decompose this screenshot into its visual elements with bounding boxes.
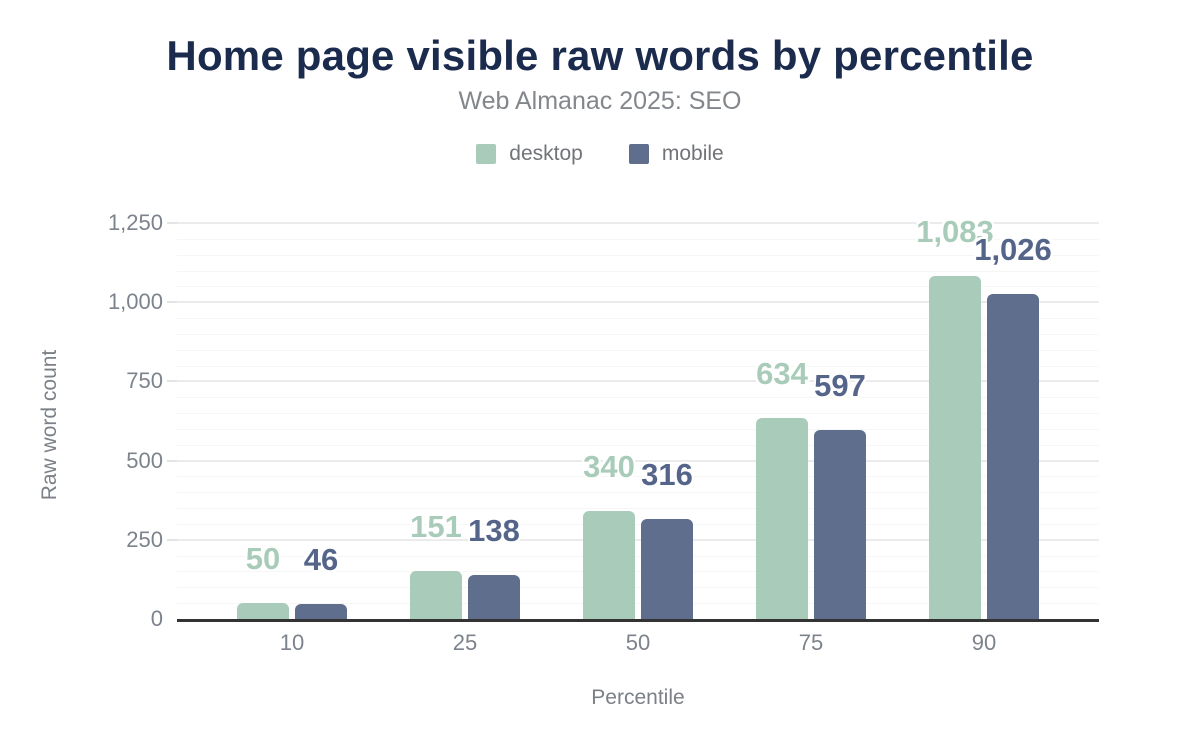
gridline-minor-100 [177,587,1099,589]
gridline-minor-450 [177,476,1099,478]
plot-area: 50 46 151 138 340 316 634 597 1,083 1,026 [177,214,1099,619]
gridline-minor-1050 [177,286,1099,288]
bar-mobile-p90[interactable] [987,293,1039,619]
y-tick-label-1000: 1,000 [107,289,163,315]
gridline-minor-550 [177,444,1099,446]
gridline-minor-200 [177,555,1099,557]
gridline-minor-300 [177,523,1099,525]
y-tick-mark-1250 [167,222,177,224]
gridline-major-1250 [177,222,1099,224]
chart-subtitle: Web Almanac 2025: SEO [458,87,742,115]
value-label-desktop-p90: 1,083 [916,213,994,249]
chart-title: Home page visible raw words by percentil… [166,32,1034,79]
gridline-major-500 [177,459,1099,462]
gridline-minor-150 [177,571,1099,573]
legend-swatch-mobile [628,144,649,164]
value-label-mobile-p50: 316 [641,456,693,492]
x-tick-label-25: 25 [452,630,478,655]
gridline-minor-1100 [177,270,1099,272]
gridline-minor-900 [177,333,1099,335]
gridline-minor-650 [177,413,1099,415]
value-label-desktop-p75: 634 [756,356,808,392]
y-tick-label-500: 500 [126,447,163,473]
legend: desktop mobile [0,142,1200,166]
x-axis-line [177,619,1099,622]
y-tick-mark-500 [167,459,177,462]
value-label-desktop-p10: 50 [245,541,281,577]
bar-mobile-p10[interactable] [295,604,347,619]
legend-swatch-desktop [476,144,497,164]
x-tick-label-10: 10 [279,630,305,655]
y-tick-label-250: 250 [126,526,163,552]
gridline-minor-50 [177,603,1099,605]
x-tick-label-90: 90 [971,630,997,655]
legend-item-mobile[interactable]: mobile [628,142,724,166]
bar-desktop-p25[interactable] [410,571,462,619]
x-tick-label-50: 50 [625,630,651,655]
x-tick-label-75: 75 [798,630,824,655]
gridline-minor-600 [177,428,1099,430]
y-tick-label-750: 750 [126,368,163,394]
bar-desktop-p50[interactable] [583,511,635,619]
legend-label-desktop: desktop [509,142,583,165]
value-label-mobile-p75: 597 [814,367,866,403]
y-tick-label-0: 0 [150,606,163,631]
bar-mobile-p50[interactable] [641,518,693,619]
gridline-major-750 [177,380,1099,383]
bar-desktop-p10[interactable] [237,603,289,619]
value-label-mobile-p25: 138 [468,513,520,549]
y-tick-mark-1000 [167,301,177,304]
value-label-desktop-p50: 340 [583,449,635,485]
gridline-minor-1150 [177,254,1099,256]
bar-desktop-p75[interactable] [756,418,808,619]
bar-mobile-p25[interactable] [468,575,520,619]
legend-item-desktop[interactable]: desktop [476,142,583,166]
gridline-major-250 [177,538,1099,541]
legend-label-mobile: mobile [661,142,724,165]
value-label-mobile-p90: 1,026 [974,231,1052,267]
bar-mobile-p75[interactable] [814,429,866,619]
bar-desktop-p90[interactable] [929,275,981,619]
gridline-minor-400 [177,492,1099,494]
gridline-minor-1200 [177,238,1099,240]
gridline-minor-950 [177,318,1099,320]
y-tick-label-1250: 1,250 [107,210,163,235]
y-tick-mark-750 [167,380,177,383]
gridline-minor-850 [177,349,1099,351]
value-label-desktop-p25: 151 [410,509,462,545]
gridline-minor-700 [177,397,1099,399]
value-label-mobile-p10: 46 [303,542,339,578]
gridline-minor-800 [177,365,1099,367]
y-tick-mark-250 [167,538,177,541]
x-axis-title: Percentile [591,686,685,709]
gridline-minor-350 [177,508,1099,510]
gridline-major-1000 [177,301,1099,304]
